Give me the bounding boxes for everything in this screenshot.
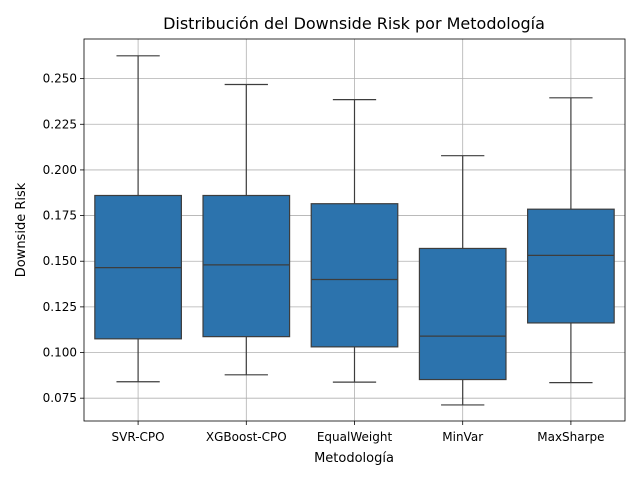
x-axis: SVR-CPO XGBoost-CPO EqualWeight MinVar MaxSh… [112,421,605,444]
iqr-box [418,247,507,381]
y-tick-label: 0.100 [43,346,77,360]
y-tick-label: 0.200 [43,163,77,177]
x-tick-label: MaxSharpe [537,430,604,444]
iqr-box [310,203,399,348]
x-tick-label: MinVar [442,430,483,444]
y-axis: 0.075 0.100 0.125 0.150 0.175 0.200 0.225 0.250 [43,72,84,405]
iqr-box [527,208,615,324]
box-group-maxsharpe [527,97,615,384]
y-tick-label: 0.125 [43,300,77,314]
y-tick-label: 0.075 [43,391,77,405]
y-tick-label: 0.175 [43,209,77,223]
box-group-minvar [418,155,507,406]
box-group-equalweight [310,99,399,383]
x-tick-label: XGBoost-CPO [206,430,287,444]
y-tick-label: 0.225 [43,117,77,131]
x-axis-label: Metodología [314,451,394,466]
iqr-box [202,194,291,338]
chart-title: Distribución del Downside Risk por Metod… [163,14,545,33]
x-tick-label: EqualWeight [317,430,393,444]
box-group-xgboost-cpo [202,83,291,376]
y-axis-label: Downside Risk [14,182,29,277]
box-group-svr-cpo [94,55,182,383]
y-tick-label: 0.150 [43,254,77,268]
box-layer [94,55,615,406]
x-tick-label: SVR-CPO [112,430,165,444]
y-tick-label: 0.250 [43,72,77,86]
